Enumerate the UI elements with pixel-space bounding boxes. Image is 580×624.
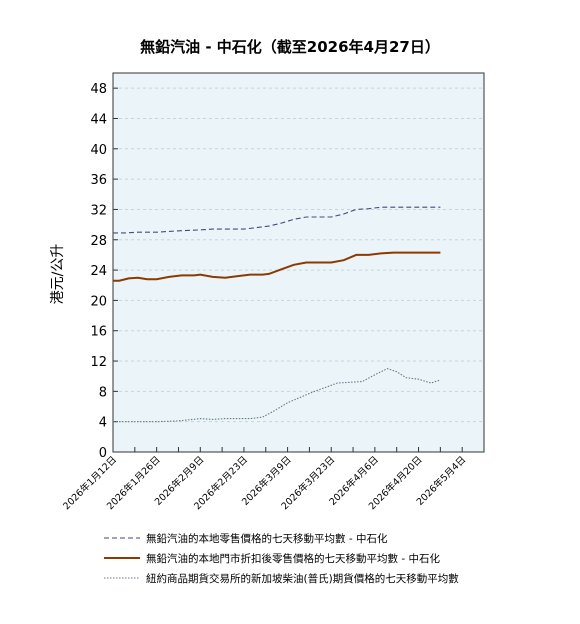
y-tick-label: 36 <box>90 173 107 188</box>
plot-area <box>112 72 485 453</box>
y-tick-label: 44 <box>90 112 107 127</box>
y-tick-label: 24 <box>90 264 107 279</box>
y-tick-label: 48 <box>90 82 107 97</box>
series-line-3 <box>113 368 441 423</box>
chart-title: 無鉛汽油 - 中石化（截至2026年4月27日） <box>140 38 440 56</box>
grid-lines <box>113 87 484 423</box>
y-tick-label: 28 <box>90 234 107 249</box>
y-tick-label: 0 <box>99 446 107 461</box>
series-lines <box>113 206 441 423</box>
y-tick-label: 8 <box>99 385 107 400</box>
y-tick-label: 12 <box>90 355 107 370</box>
series-line-2 <box>113 251 441 282</box>
legend: 無鉛汽油的本地零售價格的七天移動平均數 - 中石化無鉛汽油的本地門市折扣後零售價… <box>104 532 459 585</box>
legend-label-2: 無鉛汽油的本地門市折扣後零售價格的七天移動平均數 - 中石化 <box>146 552 440 565</box>
x-axis-ticks: 2026年1月12日2026年1月26日2026年2月9日2026年2月23日2… <box>61 447 485 512</box>
y-tick-label: 40 <box>90 143 107 158</box>
y-tick-label: 20 <box>90 294 107 309</box>
y-tick-label: 4 <box>99 416 107 431</box>
legend-label-1: 無鉛汽油的本地零售價格的七天移動平均數 - 中石化 <box>146 532 388 545</box>
y-axis-label: 港元/公升 <box>50 244 66 305</box>
y-tick-label: 32 <box>90 203 107 218</box>
y-tick-label: 16 <box>90 325 107 340</box>
legend-label-3: 紐約商品期貨交易所的新加坡柴油(普氏)期貨價格的七天移動平均數 <box>146 572 459 585</box>
series-line-1 <box>113 206 441 234</box>
